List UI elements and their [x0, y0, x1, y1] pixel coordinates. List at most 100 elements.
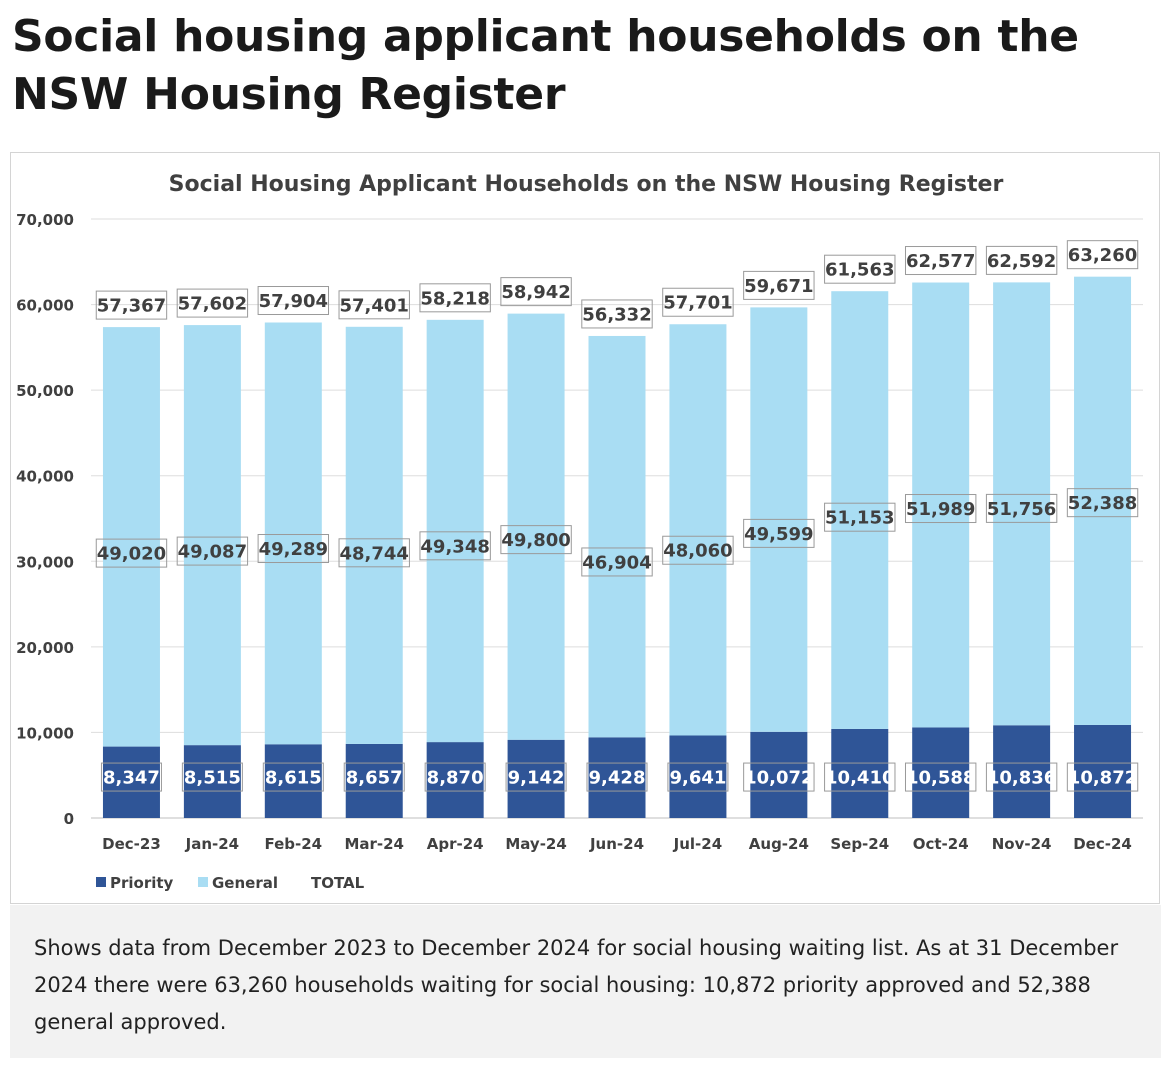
general-label-box [257, 534, 330, 564]
general-label-text: 51,153 [825, 508, 894, 529]
general-label: 49,087 [176, 536, 249, 566]
bar-general [345, 326, 403, 744]
priority-label: 10,072 [743, 762, 815, 792]
total-label: 57,701 [662, 287, 734, 317]
y-tick-label: 20,000 [16, 639, 74, 657]
y-axis: 0 10,000 20,000 30,000 40,000 50,000 60,000 70,… [16, 211, 74, 828]
bar-general [264, 322, 322, 745]
total-label-box [662, 287, 734, 317]
legend-item: TOTAL [311, 874, 365, 892]
priority-label-box [181, 762, 243, 792]
bar-priority [345, 743, 403, 818]
bar-general [507, 313, 565, 740]
total-label-box [581, 299, 653, 329]
total-label-text: 57,367 [97, 296, 166, 317]
priority-label-box [1066, 762, 1139, 792]
general-label-text: 51,989 [906, 499, 975, 520]
priority-label-box [985, 762, 1058, 792]
total-label-box [95, 290, 168, 320]
caption-box: Shows data from December 2023 to Decembe… [10, 905, 1161, 1058]
total-label-text: 61,563 [825, 260, 894, 281]
y-tick-label: 70,000 [16, 211, 74, 229]
y-tick-label: 60,000 [16, 297, 74, 315]
y-tick-label: 50,000 [16, 382, 74, 400]
bar-priority [507, 739, 565, 818]
general-label-box [95, 538, 168, 568]
total-label-text: 57,701 [663, 293, 732, 314]
bar-general [831, 291, 889, 729]
total-label-text: 56,332 [582, 304, 651, 325]
general-label-box [743, 518, 815, 548]
total-label: 63,260 [1066, 240, 1139, 270]
chart-container: Social Housing Applicant Households on t… [10, 152, 1160, 904]
total-label: 58,218 [419, 283, 491, 313]
y-tick-label: 40,000 [16, 468, 74, 486]
general-label: 49,020 [95, 538, 168, 568]
page-title: Social housing applicant households on t… [12, 11, 1079, 120]
priority-label-text: 9,142 [508, 768, 565, 789]
bar-general [183, 325, 241, 746]
y-tick-label: 10,000 [16, 724, 74, 742]
general-label: 48,060 [662, 535, 734, 565]
priority-label: 8,615 [262, 762, 324, 792]
priority-label-box [743, 762, 815, 792]
general-label-text: 49,087 [178, 542, 247, 563]
x-tick-label: Jun-24 [589, 835, 644, 853]
legend-swatch [96, 877, 106, 887]
general-label-box [1066, 488, 1139, 518]
priority-label-text: 10,588 [906, 768, 975, 789]
bar-general [1074, 276, 1132, 725]
priority-label-text: 10,410 [825, 768, 894, 789]
caption-text: Shows data from December 2023 to Decembe… [34, 936, 1119, 1034]
general-label-text: 52,388 [1068, 493, 1137, 514]
priority-label: 8,515 [181, 762, 243, 792]
total-label: 62,577 [904, 246, 977, 276]
total-label-text: 62,577 [906, 251, 975, 272]
x-tick-label: Aug-24 [749, 835, 809, 853]
total-label-text: 57,602 [178, 294, 247, 315]
general-label-box [581, 547, 653, 577]
general-label: 49,289 [257, 534, 330, 564]
legend-label: Priority [110, 874, 174, 892]
total-label-box [500, 277, 572, 307]
x-tick-label: Oct-24 [913, 835, 969, 853]
x-tick-label: May-24 [505, 835, 566, 853]
general-label: 48,744 [338, 538, 410, 568]
general-label: 51,989 [904, 494, 977, 524]
total-label: 58,942 [500, 277, 572, 307]
priority-label-box [904, 762, 977, 792]
bar-general [669, 324, 727, 736]
priority-label-text: 8,347 [103, 768, 160, 789]
total-label-text: 62,592 [987, 251, 1056, 272]
total-label-text: 63,260 [1068, 245, 1137, 266]
total-label-text: 59,671 [744, 276, 813, 297]
priority-label-text: 8,870 [427, 768, 484, 789]
bar-priority [426, 742, 484, 818]
chart-title: Social Housing Applicant Households on t… [169, 172, 1004, 197]
total-label: 57,904 [257, 286, 330, 316]
bar-general [588, 335, 646, 738]
priority-label: 8,347 [100, 762, 162, 792]
x-tick-label: Jan-24 [185, 835, 239, 853]
y-tick-label: 0 [64, 810, 74, 828]
general-label-box [662, 535, 734, 565]
bar-priority [102, 746, 160, 818]
x-tick-label: Dec-23 [102, 835, 161, 853]
bar-priority [669, 735, 727, 818]
stacked-bar-chart: Social Housing Applicant Households on t… [16, 172, 1143, 892]
general-label: 51,756 [985, 493, 1058, 523]
bar-general [912, 282, 970, 728]
legend-item: Priority [96, 874, 174, 892]
total-label-text: 57,401 [339, 295, 408, 316]
general-label-box [338, 538, 410, 568]
total-label-box [743, 270, 815, 300]
priority-label-text: 8,657 [346, 768, 403, 789]
bar-priority [750, 731, 808, 818]
general-label: 51,153 [824, 502, 896, 532]
general-label: 49,348 [419, 531, 491, 561]
priority-label-text: 8,615 [265, 768, 322, 789]
bar-priority [183, 745, 241, 818]
total-label: 62,592 [985, 245, 1058, 275]
general-label: 46,904 [581, 547, 653, 577]
x-tick-label: Jul-24 [673, 835, 723, 853]
